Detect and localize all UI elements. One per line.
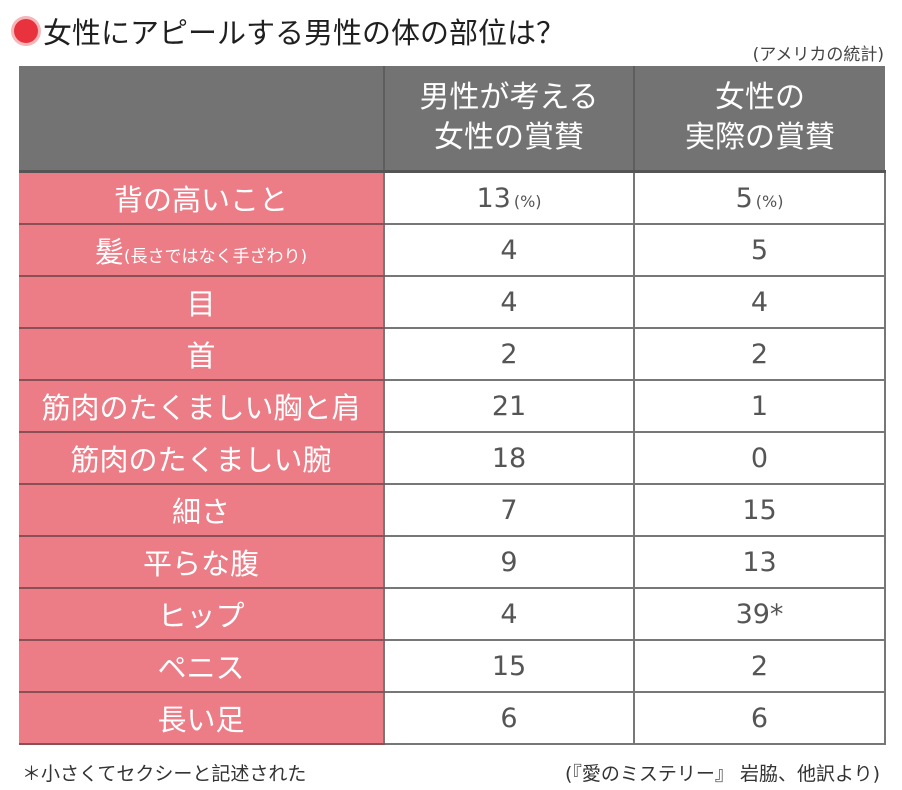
row-label: 目 [19, 276, 385, 329]
cell-men-think: 18 [384, 432, 635, 485]
row-label-text: 細さ [171, 495, 230, 529]
citation: (『愛のミステリー』 岩脇、他訳より) [565, 763, 880, 785]
cell-women-actual: 0 [634, 432, 886, 485]
cell-men-think: 2 [384, 328, 635, 381]
footnote: ＊小さくてセクシーと記述された [22, 763, 307, 785]
cell-women-actual: 5 (%) [634, 171, 886, 225]
header-line: 男性が考える [419, 80, 599, 115]
table-row: 平らな腹 9 13 [19, 536, 886, 589]
header-line: 実際の賞賛 [685, 120, 835, 155]
cell-value: 21 [491, 390, 527, 422]
cell-men-think: 7 [384, 484, 635, 537]
row-label: 長い足 [19, 692, 385, 745]
cell-value: 1 [750, 390, 769, 422]
row-label-note: (長さではなく手ざわり) [123, 247, 308, 267]
cell-value: 2 [500, 338, 518, 370]
cell-value: 5 [735, 182, 753, 214]
bullet-dot-icon [14, 19, 38, 43]
cell-value: 2 [750, 338, 769, 370]
cell-value: 4 [750, 286, 769, 318]
cell-women-actual: 4 [634, 276, 886, 329]
cell-women-actual: 5 [634, 224, 886, 277]
cell-men-think: 4 [384, 224, 635, 277]
cell-value: 15 [491, 650, 527, 682]
cell-value: 4 [500, 598, 518, 630]
comparison-table: 男性が考える 女性の賞賛 女性の 実際の賞賛 背の高いこと 13 (%) 5 (%) 髪(… [19, 66, 886, 745]
cell-women-actual: 1 [634, 380, 886, 433]
header-line: 女性の賞賛 [434, 120, 584, 155]
row-label: ペニス [19, 640, 385, 693]
header-line: 女性の [715, 80, 805, 115]
cell-value: 15 [742, 494, 777, 526]
row-label-text: 筋肉のたくましい胸と肩 [41, 391, 361, 425]
page-title: 女性にアピールする男性の体の部位は？ [14, 10, 565, 52]
row-label: 首 [19, 328, 385, 381]
row-label: 平らな腹 [19, 536, 385, 589]
unit-label: (%) [755, 191, 784, 211]
cell-women-actual: 6 [634, 692, 886, 745]
cell-men-think: 4 [384, 588, 635, 641]
row-label: 髪(長さではなく手ざわり) [19, 224, 385, 277]
cell-men-think: 15 [384, 640, 635, 693]
cell-men-think: 21 [384, 380, 635, 433]
table-row: 筋肉のたくましい腕 18 0 [19, 432, 886, 485]
table-row: 背の高いこと 13 (%) 5 (%) [19, 171, 886, 225]
row-label: ヒップ [19, 588, 385, 641]
cell-value: 2 [750, 650, 769, 682]
table-row: ペニス 15 2 [19, 640, 886, 693]
title-text: 女性にアピールする男性の体の部位は？ [43, 16, 566, 50]
cell-value: 5 [750, 234, 769, 266]
row-label: 背の高いこと [19, 171, 385, 225]
table-header-row: 男性が考える 女性の賞賛 女性の 実際の賞賛 [19, 66, 885, 173]
cell-men-think: 9 [384, 536, 635, 589]
cell-women-actual: 2 [634, 640, 886, 693]
row-label-text: ペニス [157, 651, 245, 685]
unit-label: (%) [513, 191, 542, 211]
row-label: 筋肉のたくましい腕 [19, 432, 385, 485]
row-label: 細さ [19, 484, 385, 537]
cell-women-actual: 2 [634, 328, 886, 381]
header-men-think: 男性が考える 女性の賞賛 [384, 66, 635, 173]
cell-men-think: 13 (%) [384, 171, 635, 225]
cell-women-actual: 13 [634, 536, 886, 589]
cell-men-think: 6 [384, 692, 635, 745]
row-label-text: 首 [186, 339, 216, 373]
table-row: 長い足 6 6 [19, 692, 886, 745]
cell-value: 18 [491, 442, 527, 474]
table-row: 髪(長さではなく手ざわり) 4 5 [19, 224, 886, 277]
cell-value: 4 [500, 286, 518, 318]
row-label-text: 筋肉のたくましい腕 [70, 443, 332, 477]
cell-value: 6 [500, 702, 518, 734]
table-row: 細さ 7 15 [19, 484, 886, 537]
cell-value: 13 [742, 546, 777, 578]
cell-women-actual: 15 [634, 484, 886, 537]
cell-value: 0 [750, 442, 769, 474]
table-row: 首 2 2 [19, 328, 886, 381]
cell-women-actual: 39* [634, 588, 886, 641]
source-note: (アメリカの統計) [752, 45, 884, 65]
row-label-text: ヒップ [157, 599, 245, 633]
row-label: 筋肉のたくましい胸と肩 [19, 380, 385, 433]
row-label-text: 背の高いこと [113, 183, 288, 217]
cell-value: 7 [500, 494, 518, 526]
cell-value: 4 [500, 234, 518, 266]
row-label-text: 髪 [94, 235, 124, 269]
cell-value: 9 [500, 546, 518, 578]
cell-value: 13 [476, 182, 511, 214]
row-label-text: 長い足 [157, 703, 245, 737]
row-label-text: 目 [186, 287, 216, 321]
cell-men-think: 4 [384, 276, 635, 329]
table-row: ヒップ 4 39* [19, 588, 886, 641]
header-empty [19, 66, 385, 173]
cell-value: 39* [735, 598, 784, 630]
header-women-actual: 女性の 実際の賞賛 [634, 66, 885, 173]
table-row: 筋肉のたくましい胸と肩 21 1 [19, 380, 886, 433]
cell-value: 6 [750, 702, 769, 734]
row-label-text: 平らな腹 [142, 547, 259, 581]
table-row: 目 4 4 [19, 276, 886, 329]
